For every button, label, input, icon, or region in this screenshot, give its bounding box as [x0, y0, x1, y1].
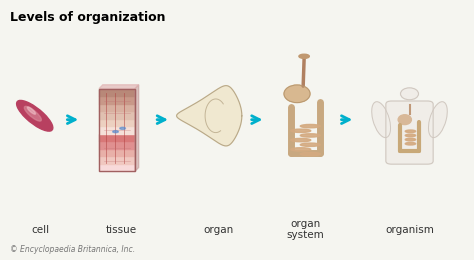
- Text: Levels of organization: Levels of organization: [10, 11, 165, 24]
- Ellipse shape: [401, 88, 419, 100]
- Ellipse shape: [405, 142, 416, 145]
- Text: © Encyclopaedia Britannica, Inc.: © Encyclopaedia Britannica, Inc.: [10, 245, 135, 254]
- Ellipse shape: [301, 152, 320, 156]
- Polygon shape: [99, 85, 139, 89]
- Ellipse shape: [405, 138, 416, 141]
- Polygon shape: [177, 86, 242, 146]
- Ellipse shape: [24, 106, 41, 121]
- Ellipse shape: [291, 138, 311, 142]
- Ellipse shape: [405, 134, 416, 137]
- Ellipse shape: [301, 143, 320, 146]
- Ellipse shape: [284, 85, 310, 103]
- Bar: [405, 98, 414, 106]
- Ellipse shape: [299, 54, 310, 58]
- Bar: [99, 104, 135, 111]
- Bar: [99, 141, 135, 149]
- Text: tissue: tissue: [106, 225, 137, 235]
- Ellipse shape: [301, 134, 320, 137]
- Bar: [99, 111, 135, 119]
- Bar: [99, 126, 135, 134]
- Bar: [99, 119, 135, 126]
- Bar: [99, 96, 135, 104]
- Ellipse shape: [113, 131, 118, 133]
- Bar: [99, 164, 135, 171]
- Ellipse shape: [291, 148, 311, 151]
- Bar: [99, 89, 135, 171]
- Text: cell: cell: [32, 225, 50, 235]
- Bar: [99, 134, 135, 141]
- Ellipse shape: [120, 127, 126, 129]
- Bar: [99, 89, 135, 96]
- Text: organ: organ: [203, 225, 233, 235]
- Ellipse shape: [428, 102, 447, 138]
- Ellipse shape: [405, 130, 416, 133]
- Bar: [99, 156, 135, 164]
- Ellipse shape: [398, 115, 411, 125]
- Ellipse shape: [372, 102, 391, 138]
- Ellipse shape: [17, 100, 53, 131]
- Polygon shape: [135, 85, 139, 171]
- Ellipse shape: [301, 125, 320, 128]
- Text: organism: organism: [385, 225, 434, 235]
- Ellipse shape: [291, 129, 311, 132]
- Text: organ
system: organ system: [287, 219, 324, 240]
- Ellipse shape: [27, 107, 36, 114]
- FancyBboxPatch shape: [386, 101, 433, 164]
- Bar: [99, 149, 135, 156]
